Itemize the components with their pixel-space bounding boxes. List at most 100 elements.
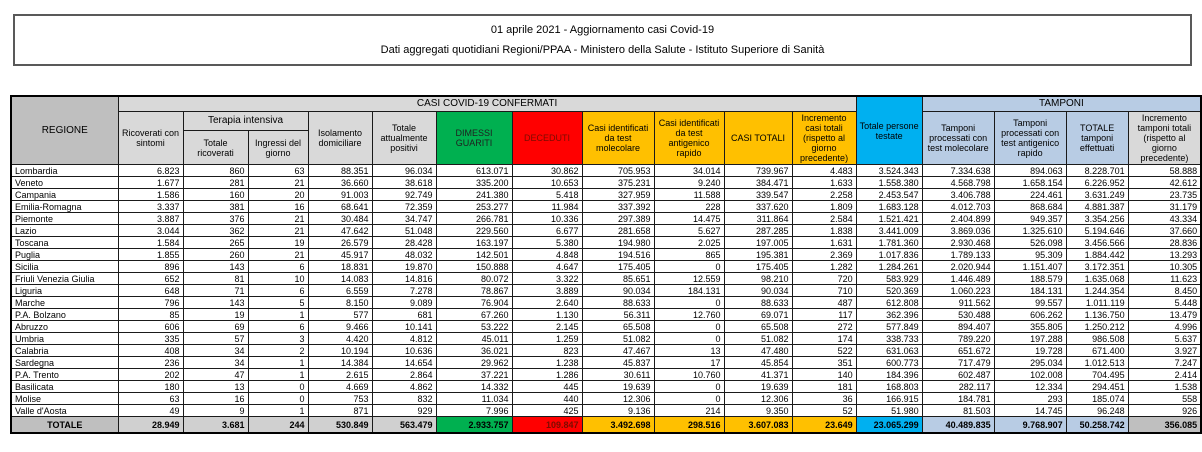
value-cell: 21 (247, 248, 309, 261)
value-cell: 311.864 (723, 212, 793, 225)
value-cell: 281 (182, 176, 249, 189)
value-cell: 2.640 (511, 296, 583, 309)
value-cell: 1 (247, 308, 309, 321)
value-cell: 58.888 (1127, 164, 1202, 177)
value-cell: 14.384 (307, 356, 373, 369)
value-cell: 96.034 (371, 164, 437, 177)
value-cell: 949.357 (993, 212, 1067, 225)
value-cell: 2 (247, 344, 309, 357)
value-cell: 896 (117, 260, 184, 273)
value-cell: 12.334 (993, 380, 1067, 393)
value-cell: 1.244.354 (1065, 284, 1129, 297)
region-name-cell: Puglia (10, 248, 119, 261)
value-cell: 21 (247, 224, 309, 237)
value-cell: 612.808 (855, 296, 923, 309)
value-cell: 929 (371, 404, 437, 417)
value-cell: 558 (1127, 392, 1202, 405)
value-cell: 1.238 (511, 356, 583, 369)
total-label-cell: TOTALE (10, 416, 119, 434)
value-cell: 5 (247, 296, 309, 309)
value-cell: 16 (247, 200, 309, 213)
region-name-cell: Friuli Venezia Giulia (10, 272, 119, 285)
value-cell: 160 (182, 188, 249, 201)
value-cell: 520.369 (855, 284, 923, 297)
value-cell: 163.197 (435, 236, 513, 249)
value-cell: 287.285 (723, 224, 793, 237)
value-cell: 71 (182, 284, 249, 297)
value-cell: 34 (182, 344, 249, 357)
value-cell: 487 (791, 296, 857, 309)
group-header-terapia-intensiva: Terapia intensiva (182, 111, 309, 131)
value-cell: 184.131 (653, 284, 725, 297)
value-cell: 356.085 (1127, 416, 1202, 434)
value-cell: 51.048 (371, 224, 437, 237)
table-row: Toscana 1.584 265 19 26.579 28.428 163.197 5.38… (10, 236, 1202, 249)
value-cell: 376 (182, 212, 249, 225)
value-cell: 522 (791, 344, 857, 357)
region-name-cell: Marche (10, 296, 119, 309)
value-cell: 174 (791, 332, 857, 345)
value-cell: 705.953 (581, 164, 655, 177)
value-cell: 34.014 (653, 164, 725, 177)
value-cell: 10.636 (371, 344, 437, 357)
value-cell: 13.479 (1127, 308, 1202, 321)
value-cell: 181 (791, 380, 857, 393)
region-name-cell: Molise (10, 392, 119, 405)
value-cell: 3 (247, 332, 309, 345)
value-cell: 98.210 (723, 272, 793, 285)
value-cell: 142.501 (435, 248, 513, 261)
value-cell: 28.428 (371, 236, 437, 249)
value-cell: 282.117 (921, 380, 995, 393)
value-cell: 6 (247, 284, 309, 297)
value-cell: 7.334.638 (921, 164, 995, 177)
value-cell: 1.838 (791, 224, 857, 237)
table-row: P.A. Trento 202 47 1 2.615 2.864 37.221 1.286 30… (10, 368, 1202, 381)
value-cell: 526.098 (993, 236, 1067, 249)
value-cell: 197.288 (993, 332, 1067, 345)
value-cell: 168.803 (855, 380, 923, 393)
value-cell: 1.446.489 (921, 272, 995, 285)
value-cell: 1.130 (511, 308, 583, 321)
value-cell: 185.074 (1065, 392, 1129, 405)
value-cell: 530.488 (921, 308, 995, 321)
value-cell: 0 (247, 380, 309, 393)
col-header-casi-test-molecolare: Casi identificati da test molecolare (581, 111, 655, 165)
value-cell: 92.749 (371, 188, 437, 201)
table-row: Sicilia 896 143 6 18.831 19.870 150.888 4.647 17… (10, 260, 1202, 273)
value-cell: 95.309 (993, 248, 1067, 261)
value-cell: 7.247 (1127, 356, 1202, 369)
value-cell: 1.586 (117, 188, 184, 201)
table-row: Friuli Venezia Giulia 652 81 10 14.083 14.816… (10, 272, 1202, 285)
value-cell: 13 (182, 380, 249, 393)
value-cell: 2.584 (791, 212, 857, 225)
value-cell: 5.448 (1127, 296, 1202, 309)
value-cell: 11.588 (653, 188, 725, 201)
value-cell: 3.681 (182, 416, 249, 434)
table-row: Lombardia 6.823 860 63 88.351 96.034 613.071 30… (10, 164, 1202, 177)
col-header-casi-totali: CASI TOTALI (723, 111, 793, 165)
value-cell: 1.250.212 (1065, 320, 1129, 333)
value-cell: 9.768.907 (993, 416, 1067, 434)
value-cell: 1 (247, 404, 309, 417)
value-cell: 78.867 (435, 284, 513, 297)
region-name-cell: Lazio (10, 224, 119, 237)
value-cell: 4.848 (511, 248, 583, 261)
value-cell: 65.508 (581, 320, 655, 333)
value-cell: 23.649 (791, 416, 857, 434)
value-cell: 651.672 (921, 344, 995, 357)
value-cell: 1.286 (511, 368, 583, 381)
col-header-tamponi-molecolare: Tamponi processati con test molecolare (921, 111, 995, 165)
value-cell: 175.405 (581, 260, 655, 273)
value-cell: 11.623 (1127, 272, 1202, 285)
value-cell: 445 (511, 380, 583, 393)
table-row: Puglia 1.855 260 21 45.917 48.032 142.501 4.848… (10, 248, 1202, 261)
value-cell: 4.647 (511, 260, 583, 273)
value-cell: 1.884.442 (1065, 248, 1129, 261)
table-row: Lazio 3.044 362 21 47.642 51.048 229.560 6.677 2… (10, 224, 1202, 237)
value-cell: 860 (182, 164, 249, 177)
value-cell: 297.389 (581, 212, 655, 225)
value-cell: 19.870 (371, 260, 437, 273)
value-cell: 717.479 (921, 356, 995, 369)
value-cell: 99.557 (993, 296, 1067, 309)
value-cell: 2.025 (653, 236, 725, 249)
